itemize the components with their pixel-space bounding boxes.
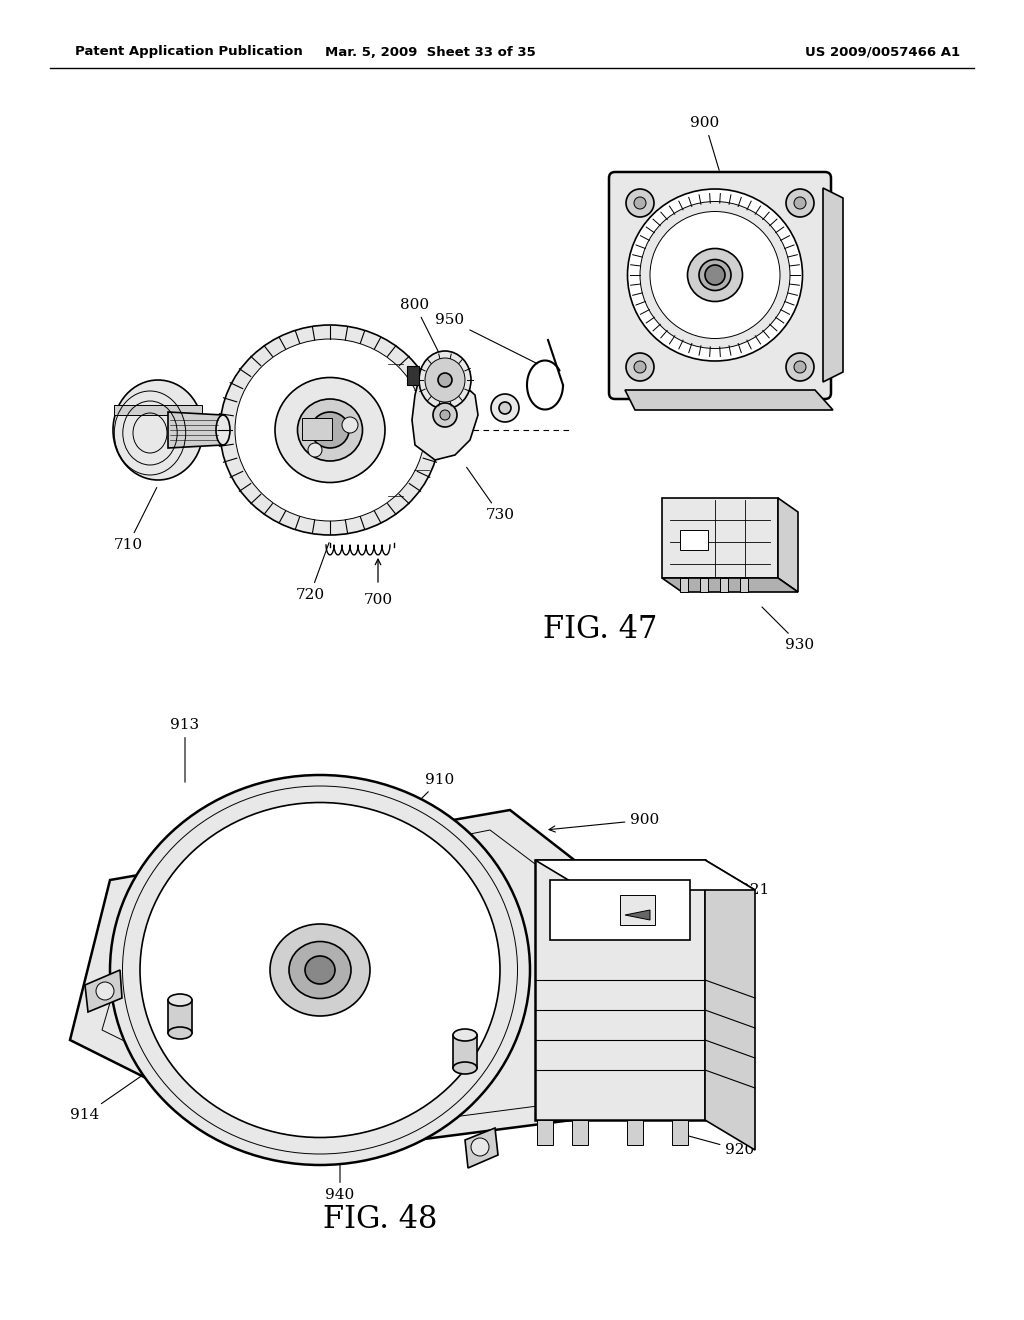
Polygon shape [705,861,755,1150]
Polygon shape [627,1119,643,1144]
Bar [680,531,708,550]
Bar [720,578,728,591]
Text: 913: 913 [170,718,200,783]
Ellipse shape [453,1030,477,1041]
Text: 950: 950 [435,313,538,364]
Polygon shape [412,375,478,459]
Bar [700,578,708,591]
Polygon shape [168,1001,193,1034]
Polygon shape [535,861,705,1119]
Polygon shape [85,970,122,1012]
Ellipse shape [168,994,193,1006]
Polygon shape [535,861,755,890]
Text: 914: 914 [71,1072,147,1122]
Text: Patent Application Publication: Patent Application Publication [75,45,303,58]
Text: 910: 910 [362,774,455,857]
Bar [620,895,655,925]
Polygon shape [672,1119,688,1144]
Ellipse shape [699,260,731,290]
Ellipse shape [687,248,742,301]
Text: 700: 700 [364,593,392,607]
Polygon shape [114,405,202,414]
Circle shape [308,444,322,457]
Circle shape [471,1138,489,1156]
Ellipse shape [220,325,440,535]
Circle shape [433,403,457,426]
Bar [680,578,688,591]
Polygon shape [453,1035,477,1068]
Polygon shape [465,1129,498,1168]
Ellipse shape [113,380,203,480]
Ellipse shape [298,399,362,461]
Polygon shape [823,187,843,381]
Text: 900: 900 [549,813,659,832]
Bar [302,418,332,440]
Bar [740,578,748,591]
Polygon shape [625,909,650,920]
Text: 710: 710 [114,487,157,552]
Circle shape [794,197,806,209]
Ellipse shape [168,1027,193,1039]
Text: M: M [691,537,697,543]
Circle shape [342,417,358,433]
Text: 900: 900 [690,116,720,170]
Ellipse shape [628,189,803,360]
Ellipse shape [305,956,335,983]
Circle shape [626,352,654,381]
Text: 930: 930 [762,607,814,652]
Circle shape [440,411,450,420]
Text: 800: 800 [400,298,443,363]
Ellipse shape [425,358,465,403]
Circle shape [794,360,806,374]
Ellipse shape [110,775,530,1166]
Text: 940: 940 [326,1152,354,1203]
Polygon shape [662,498,778,578]
Ellipse shape [140,803,500,1138]
Ellipse shape [275,378,385,483]
Polygon shape [168,412,223,447]
Text: 730: 730 [467,467,514,521]
Text: FIG. 48: FIG. 48 [323,1204,437,1236]
Circle shape [626,189,654,216]
Polygon shape [537,1119,553,1144]
Ellipse shape [234,339,425,521]
Text: FIG. 47: FIG. 47 [543,615,657,645]
Circle shape [705,265,725,285]
Ellipse shape [216,414,230,445]
Circle shape [634,197,646,209]
Polygon shape [407,366,419,385]
Ellipse shape [289,941,351,998]
Circle shape [499,403,511,414]
Polygon shape [625,389,833,411]
Circle shape [96,982,114,1001]
Ellipse shape [311,412,349,447]
Ellipse shape [650,211,780,338]
Circle shape [490,393,519,422]
Polygon shape [70,810,690,1155]
Circle shape [786,352,814,381]
Ellipse shape [270,924,370,1016]
Text: 920: 920 [688,1135,755,1158]
Text: 921: 921 [702,883,770,904]
Circle shape [438,374,452,387]
Text: 720: 720 [296,543,329,602]
Ellipse shape [640,202,790,348]
Ellipse shape [453,1063,477,1074]
Polygon shape [662,578,798,591]
FancyBboxPatch shape [609,172,831,399]
Text: Mar. 5, 2009  Sheet 33 of 35: Mar. 5, 2009 Sheet 33 of 35 [325,45,536,58]
Circle shape [786,189,814,216]
Text: US 2009/0057466 A1: US 2009/0057466 A1 [805,45,961,58]
Polygon shape [778,498,798,591]
Circle shape [634,360,646,374]
Polygon shape [572,1119,588,1144]
Polygon shape [550,880,690,940]
Ellipse shape [419,351,471,409]
